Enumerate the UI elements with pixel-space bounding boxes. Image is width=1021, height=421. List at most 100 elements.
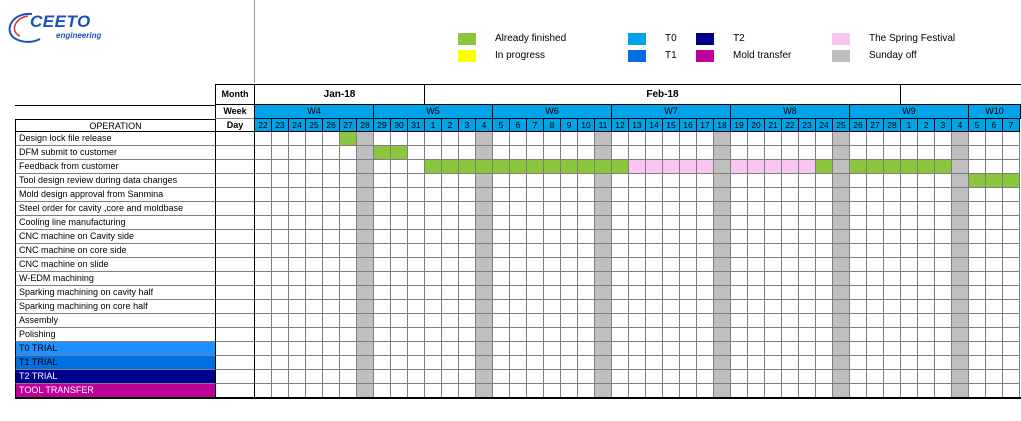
gantt-cell — [986, 272, 1003, 286]
gantt-cell — [374, 272, 391, 286]
gantt-cell — [799, 188, 816, 202]
gantt-cell — [731, 356, 748, 370]
gantt-cell — [867, 188, 884, 202]
gantt-cell — [340, 272, 357, 286]
gantt-cell — [289, 202, 306, 216]
gantt-cell — [459, 230, 476, 244]
gantt-cell — [1003, 342, 1020, 356]
week-cell: W6 — [493, 105, 612, 119]
sunday-cell — [833, 286, 850, 300]
gantt-cell — [578, 342, 595, 356]
gantt-cell — [578, 244, 595, 258]
gantt-cell — [1003, 370, 1020, 384]
gantt-cell — [901, 272, 918, 286]
gantt-cell — [748, 202, 765, 216]
gantt-cell — [561, 188, 578, 202]
gantt-cell — [697, 328, 714, 342]
gantt-cell — [986, 132, 1003, 146]
gantt-cell — [646, 174, 663, 188]
gantt-cell — [986, 314, 1003, 328]
sunday-cell — [595, 300, 612, 314]
gantt-cell — [918, 342, 935, 356]
gantt-cell — [969, 244, 986, 258]
gantt-cell — [884, 174, 901, 188]
sunday-cell — [952, 314, 969, 328]
gantt-cell — [561, 230, 578, 244]
gantt-bar-cell — [527, 160, 544, 174]
gantt-cell — [408, 202, 425, 216]
gantt-cell — [986, 370, 1003, 384]
sunday-cell — [357, 328, 374, 342]
gantt-cell — [493, 384, 510, 398]
day-cell: 15 — [663, 119, 680, 132]
gantt-cell — [442, 328, 459, 342]
gantt-cell — [561, 370, 578, 384]
gantt-bar-cell — [476, 160, 493, 174]
gantt-cell — [663, 202, 680, 216]
gantt-cell — [544, 230, 561, 244]
gantt-cell — [629, 356, 646, 370]
operation-spacer — [215, 132, 255, 146]
gantt-cell — [799, 356, 816, 370]
gantt-cell — [680, 188, 697, 202]
month-cell-next — [901, 84, 1021, 105]
gantt-cell — [425, 384, 442, 398]
gantt-cell — [816, 202, 833, 216]
gantt-cell — [391, 132, 408, 146]
day-cell: 5 — [969, 119, 986, 132]
gantt-cell — [493, 146, 510, 160]
gantt-cell — [663, 286, 680, 300]
gantt-cell — [255, 328, 272, 342]
sunday-cell — [952, 230, 969, 244]
day-cell: 6 — [986, 119, 1003, 132]
gantt-cell — [901, 146, 918, 160]
gantt-cell — [374, 286, 391, 300]
month-cell: Feb-18 — [425, 84, 901, 105]
operation-spacer — [215, 342, 255, 356]
gantt-bar-cell — [578, 160, 595, 174]
gantt-cell — [782, 272, 799, 286]
gantt-cell — [255, 356, 272, 370]
day-cell: 26 — [850, 119, 867, 132]
gantt-cell — [731, 230, 748, 244]
gantt-cell — [255, 216, 272, 230]
gantt-cell — [442, 272, 459, 286]
gantt-cell — [527, 244, 544, 258]
gantt-cell — [255, 188, 272, 202]
gantt-cell — [935, 370, 952, 384]
gantt-cell — [272, 356, 289, 370]
gantt-cell — [935, 314, 952, 328]
gantt-cell — [1003, 314, 1020, 328]
sunday-cell — [357, 132, 374, 146]
gantt-cell — [918, 370, 935, 384]
gantt-cell — [391, 272, 408, 286]
gantt-cell — [306, 132, 323, 146]
operation-label: CNC machine on Cavity side — [15, 230, 215, 244]
gantt-cell — [323, 272, 340, 286]
gantt-bar-cell — [748, 160, 765, 174]
gantt-cell — [816, 314, 833, 328]
gantt-cell — [799, 146, 816, 160]
gantt-cell — [561, 202, 578, 216]
gantt-cell — [782, 230, 799, 244]
month-header-label: Month — [215, 84, 255, 105]
sunday-cell — [833, 258, 850, 272]
gantt-cell — [272, 202, 289, 216]
gantt-cell — [884, 300, 901, 314]
gantt-cell — [765, 370, 782, 384]
day-cell: 16 — [680, 119, 697, 132]
gantt-cell — [629, 202, 646, 216]
gantt-cell — [765, 174, 782, 188]
gantt-cell — [510, 328, 527, 342]
gantt-cell — [918, 230, 935, 244]
gantt-cell — [1003, 188, 1020, 202]
gantt-cell — [850, 146, 867, 160]
gantt-cell — [561, 216, 578, 230]
gantt-cell — [544, 216, 561, 230]
gantt-cell — [408, 230, 425, 244]
gantt-cell — [374, 202, 391, 216]
legend-swatch — [832, 33, 850, 45]
gantt-cell — [272, 160, 289, 174]
sunday-cell — [952, 188, 969, 202]
gantt-cell — [459, 258, 476, 272]
